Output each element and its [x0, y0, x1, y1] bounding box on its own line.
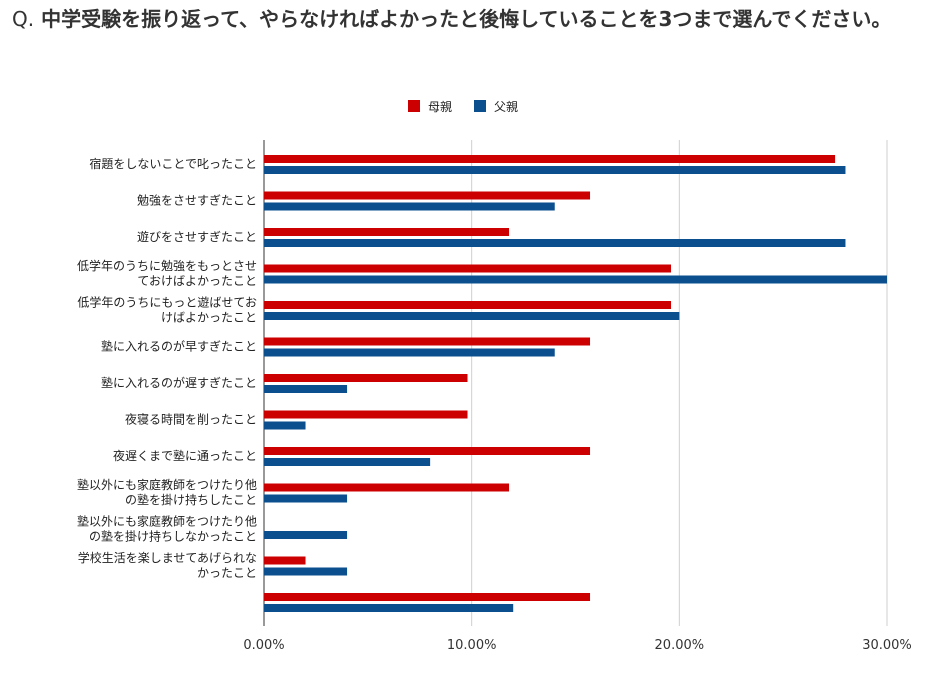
category-label-10-0: 塾以外にも家庭教師をつけたり他 [77, 514, 257, 529]
category-label-3-0: 低学年のうちに勉強をもっとさせ [77, 258, 257, 273]
category-label-10-1: の塾を掛け持ちしなかったこと [89, 529, 257, 544]
bar-father-7 [264, 421, 306, 430]
chart-legend: 母親 父親 [0, 96, 926, 116]
category-label-4-1: けばよかったこと [161, 311, 257, 325]
bar-mother-4 [264, 301, 672, 309]
bar-mother-12 [264, 593, 591, 601]
bar-father-8 [264, 458, 431, 466]
bar-father-12 [264, 604, 514, 612]
bar-father-1 [264, 202, 555, 211]
x-tick-label-2: 20.00% [655, 638, 705, 653]
bar-father-9 [264, 494, 348, 503]
x-tick-label-0: 0.00% [243, 638, 284, 653]
bar-father-6 [264, 385, 348, 393]
category-label-6-0: 塾に入れるのが遅すぎたこと [101, 375, 257, 390]
bar-mother-6 [264, 374, 468, 382]
legend-item-father: 父親 [474, 98, 518, 115]
page-title: Q. 中学受験を振り返って、やらなければよかったと後悔していることを3つまで選ん… [12, 4, 912, 34]
title-prefix: Q. [12, 7, 35, 31]
category-label-7-0: 夜寝る時間を削ったこと [125, 412, 257, 427]
bar-father-11 [264, 567, 348, 576]
category-label-2-0: 遊びをさせすぎたこと [137, 229, 257, 244]
bar-mother-3 [264, 264, 672, 273]
category-label-1-0: 勉強をさせすぎたこと [137, 194, 257, 208]
legend-label-mother: 母親 [427, 99, 452, 114]
bar-father-0 [264, 166, 846, 174]
bar-mother-2 [264, 228, 510, 236]
category-label-5-0: 塾に入れるのが早すぎたこと [101, 339, 257, 354]
category-label-9-0: 塾以外にも家庭教師をつけたり他 [77, 477, 257, 492]
bar-mother-8 [264, 447, 591, 455]
title-text: 中学受験を振り返って、やらなければよかったと後悔していることを3つまで選んでくだ… [41, 7, 892, 31]
category-label-11-0: 学校生活を楽しませてあげられな [78, 550, 257, 565]
category-label-4-0: 低学年のうちにもっと遊ばせてお [77, 295, 257, 310]
x-tick-label-3: 30.00% [862, 638, 912, 653]
category-label-8-0: 夜遅くまで塾に通ったこと [113, 448, 257, 463]
bar-mother-9 [264, 483, 510, 492]
bar-father-2 [264, 239, 846, 247]
category-label-9-1: の塾を掛け持ちしたこと [125, 492, 257, 507]
bar-father-10 [264, 531, 348, 539]
bar-mother-1 [264, 191, 591, 200]
bar-mother-11 [264, 556, 306, 565]
bar-mother-5 [264, 337, 591, 346]
category-label-3-1: ておけばよかったこと [137, 274, 257, 288]
legend-item-mother: 母親 [407, 98, 452, 115]
bar-mother-0 [264, 155, 836, 163]
legend-label-father: 父親 [494, 99, 519, 114]
category-label-11-1: かったこと [197, 566, 257, 580]
x-tick-label-1: 10.00% [447, 638, 497, 653]
bar-mother-7 [264, 410, 468, 419]
legend-swatch-father [474, 100, 486, 112]
bar-father-3 [264, 275, 887, 284]
bar-father-5 [264, 348, 555, 357]
bar-father-4 [264, 312, 680, 320]
legend-swatch-mother [407, 100, 420, 112]
category-label-0-0: 宿題をしないことで叱ったこと [89, 156, 257, 171]
